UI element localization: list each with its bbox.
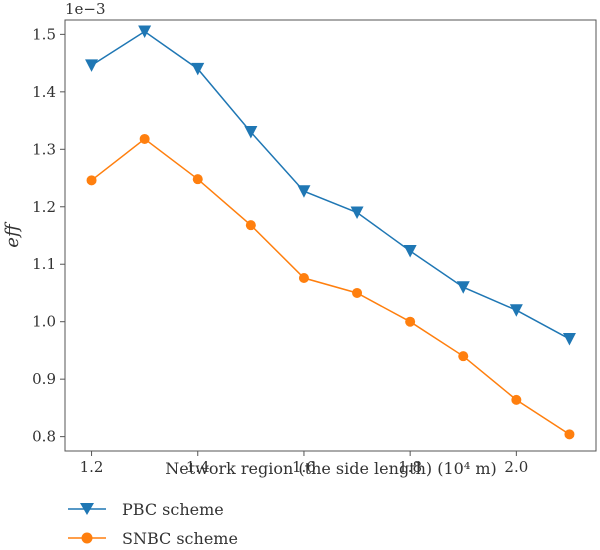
y-tick-label: 1.1 (32, 255, 56, 273)
data-point-pbc (244, 126, 258, 139)
y-axis-label: eff (2, 221, 23, 248)
data-point-pbc (191, 62, 205, 76)
data-point-pbc (350, 206, 364, 220)
data-point-pbc (456, 281, 470, 294)
legend-marker-snbc (81, 532, 93, 544)
data-point-pbc (509, 304, 523, 317)
data-point-snbc (352, 287, 363, 298)
x-axis-ticks: 1.2 1.4 1.6 1.8 2.0 (80, 451, 528, 476)
data-point-snbc (86, 175, 97, 186)
x-tick-label: 2.0 (504, 458, 528, 476)
series-layer (85, 25, 576, 440)
x-tick-label: 1.6 (292, 458, 316, 476)
y-offset-label: 1e−3 (65, 0, 106, 18)
y-tick-label: 0.9 (32, 370, 56, 388)
plot-frame (64, 19, 597, 452)
x-tick-label: 1.2 (80, 458, 104, 476)
series-line-snbc (91, 138, 570, 435)
data-point-snbc (245, 220, 256, 231)
legend-marker-pbc (80, 503, 94, 515)
y-tick-label: 1.2 (32, 198, 56, 216)
y-tick-label: 1.3 (32, 140, 56, 158)
data-point-pbc (403, 245, 417, 258)
y-axis-ticks: 0.8 0.9 1.0 1.1 1.2 1.3 1.4 1.5 (32, 25, 65, 446)
data-point-snbc (139, 133, 150, 144)
data-point-snbc (298, 273, 309, 284)
data-point-snbc (192, 174, 203, 185)
series-line-pbc (91, 30, 570, 340)
data-point-pbc (297, 185, 311, 198)
legend-item-pbc: PBC scheme (68, 500, 224, 519)
x-tick-label: 1.4 (186, 458, 210, 476)
data-point-pbc (562, 332, 576, 346)
legend-label-snbc: SNBC scheme (122, 529, 238, 548)
legend-label-pbc: PBC scheme (122, 500, 224, 519)
data-point-snbc (458, 351, 469, 362)
data-point-pbc (85, 59, 99, 72)
data-point-snbc (405, 316, 416, 327)
y-tick-label: 0.8 (32, 428, 56, 446)
y-tick-label: 1.0 (32, 313, 56, 331)
data-point-snbc (564, 429, 575, 440)
y-tick-label: 1.5 (32, 25, 56, 43)
x-axis-label: Network region (the side length) (10⁴ m) (165, 459, 497, 478)
legend: PBC scheme SNBC scheme (68, 500, 238, 548)
data-point-pbc (138, 25, 152, 38)
x-tick-label: 1.8 (398, 458, 422, 476)
legend-item-snbc: SNBC scheme (68, 529, 238, 548)
data-point-snbc (511, 394, 522, 405)
y-tick-label: 1.4 (32, 83, 56, 101)
